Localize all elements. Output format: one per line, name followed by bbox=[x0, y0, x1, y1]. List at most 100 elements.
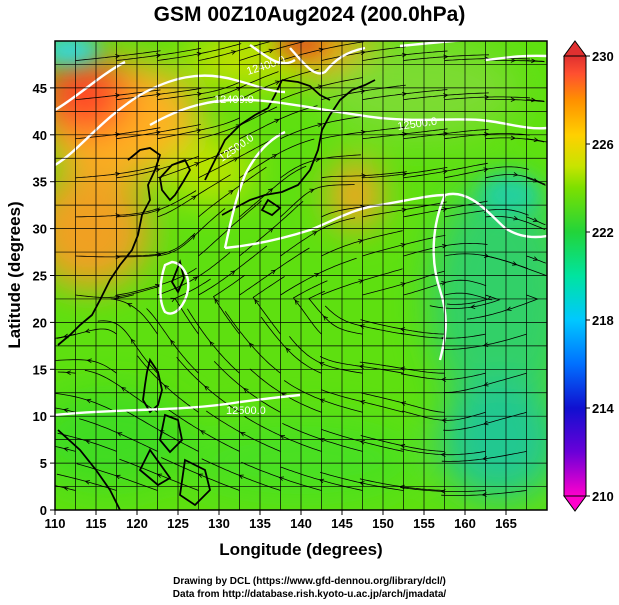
streamline-arrow bbox=[194, 162, 200, 167]
figure-title: GSM 00Z10Aug2024 (200.0hPa) bbox=[153, 3, 466, 26]
streamline-arrow bbox=[319, 398, 325, 403]
x-tick-label: 130 bbox=[208, 516, 230, 531]
streamline bbox=[198, 245, 268, 296]
streamline-arrow bbox=[231, 50, 237, 55]
streamline bbox=[321, 126, 407, 140]
streamline bbox=[280, 154, 361, 179]
streamline bbox=[400, 332, 486, 339]
streamline-arrow bbox=[86, 358, 92, 363]
streamline bbox=[239, 165, 307, 218]
streamline-arrow bbox=[271, 154, 278, 159]
streamline bbox=[280, 217, 356, 257]
streamline bbox=[466, 294, 539, 320]
y-tick-label: 40 bbox=[33, 128, 47, 143]
streamline-arrow bbox=[323, 315, 329, 321]
streamline-arrow bbox=[441, 243, 448, 249]
streamline-arrow bbox=[63, 408, 69, 413]
streamline-arrow bbox=[532, 256, 539, 261]
streamline bbox=[280, 466, 363, 491]
streamline bbox=[526, 216, 546, 226]
streamline-arrow bbox=[484, 94, 490, 100]
streamline bbox=[441, 490, 527, 496]
streamline bbox=[116, 87, 202, 100]
streamline bbox=[260, 316, 322, 374]
streamline bbox=[79, 418, 158, 452]
streamline-arrow bbox=[65, 370, 71, 375]
credits: Drawing by DCL (https://www.gfd-dennou.o… bbox=[0, 575, 619, 601]
streamline-arrow bbox=[163, 384, 169, 390]
streamline-arrow bbox=[115, 474, 121, 480]
streamline-arrow bbox=[400, 243, 407, 248]
streamline-arrow bbox=[84, 328, 91, 333]
streamline bbox=[280, 77, 363, 100]
x-tick-label: 125 bbox=[167, 516, 189, 531]
streamline bbox=[359, 361, 445, 374]
streamline-arrow bbox=[268, 48, 274, 54]
streamline bbox=[239, 247, 310, 296]
streamline bbox=[441, 451, 527, 462]
x-axis-label: Longitude (degrees) bbox=[219, 540, 382, 559]
streamline bbox=[116, 47, 202, 61]
coastlines bbox=[57, 79, 376, 510]
streamline bbox=[239, 200, 304, 257]
streamline-arrow bbox=[318, 47, 324, 53]
y-tick-label: 25 bbox=[33, 269, 47, 284]
streamline-arrow bbox=[228, 189, 234, 195]
streamline-arrow bbox=[170, 339, 175, 345]
streamline bbox=[400, 448, 486, 456]
streamline bbox=[198, 166, 267, 218]
contour-label: 12500.0 bbox=[226, 405, 266, 417]
colorbar-tick-label: 226 bbox=[592, 137, 614, 152]
streamline bbox=[321, 230, 403, 257]
streamline-arrow bbox=[510, 135, 516, 141]
streamline bbox=[362, 50, 448, 61]
streamline bbox=[239, 68, 319, 100]
streamline bbox=[485, 216, 546, 230]
streamline-arrow bbox=[84, 480, 90, 485]
streamline bbox=[444, 166, 529, 179]
streamline-arrow bbox=[274, 118, 280, 124]
x-tick-label: 145 bbox=[331, 516, 353, 531]
streamline-arrow bbox=[317, 122, 323, 128]
streamline bbox=[444, 96, 531, 100]
streamline-arrow bbox=[204, 385, 210, 391]
streamline-arrow bbox=[200, 430, 206, 435]
streamline-arrow bbox=[309, 188, 315, 193]
streamline bbox=[57, 432, 117, 452]
streamline bbox=[137, 355, 199, 413]
streamline bbox=[362, 89, 448, 100]
streamline-arrow bbox=[319, 438, 325, 443]
streamline-arrow bbox=[359, 400, 366, 405]
streamline-arrow bbox=[240, 432, 246, 437]
streamline bbox=[157, 117, 241, 140]
streamline-arrow bbox=[530, 97, 537, 103]
streamline bbox=[116, 232, 196, 257]
streamline bbox=[403, 129, 489, 140]
colorbar-ticks: 210 214 218 222 226 230 bbox=[586, 49, 614, 504]
streamline bbox=[206, 410, 281, 452]
streamline bbox=[319, 356, 404, 374]
streamline-arrow bbox=[533, 137, 540, 142]
streamline-arrow bbox=[63, 447, 69, 452]
streamline bbox=[360, 319, 445, 335]
y-tick-label: 45 bbox=[33, 81, 47, 96]
x-tick-label: 140 bbox=[290, 516, 312, 531]
streamline bbox=[157, 43, 242, 61]
streamline-arrow bbox=[270, 269, 277, 275]
streamline bbox=[280, 116, 363, 140]
streamline bbox=[280, 184, 355, 218]
y-tick-label: 10 bbox=[33, 409, 47, 424]
streamline-arrow bbox=[85, 439, 91, 445]
streamline-arrow bbox=[483, 420, 489, 426]
x-axis-ticks: 110 115 120 125 130 135 140 145 150 155 160 165 bbox=[45, 510, 517, 531]
y-tick-label: 35 bbox=[33, 175, 47, 190]
streamline bbox=[308, 290, 363, 335]
streamline bbox=[526, 255, 546, 264]
streamline-arrow bbox=[285, 347, 291, 353]
streamline bbox=[75, 50, 161, 61]
streamline bbox=[361, 392, 445, 413]
streamline-arrow bbox=[510, 58, 516, 63]
streamline bbox=[403, 54, 489, 61]
streamline-arrow bbox=[192, 276, 199, 282]
streamline bbox=[400, 487, 486, 492]
